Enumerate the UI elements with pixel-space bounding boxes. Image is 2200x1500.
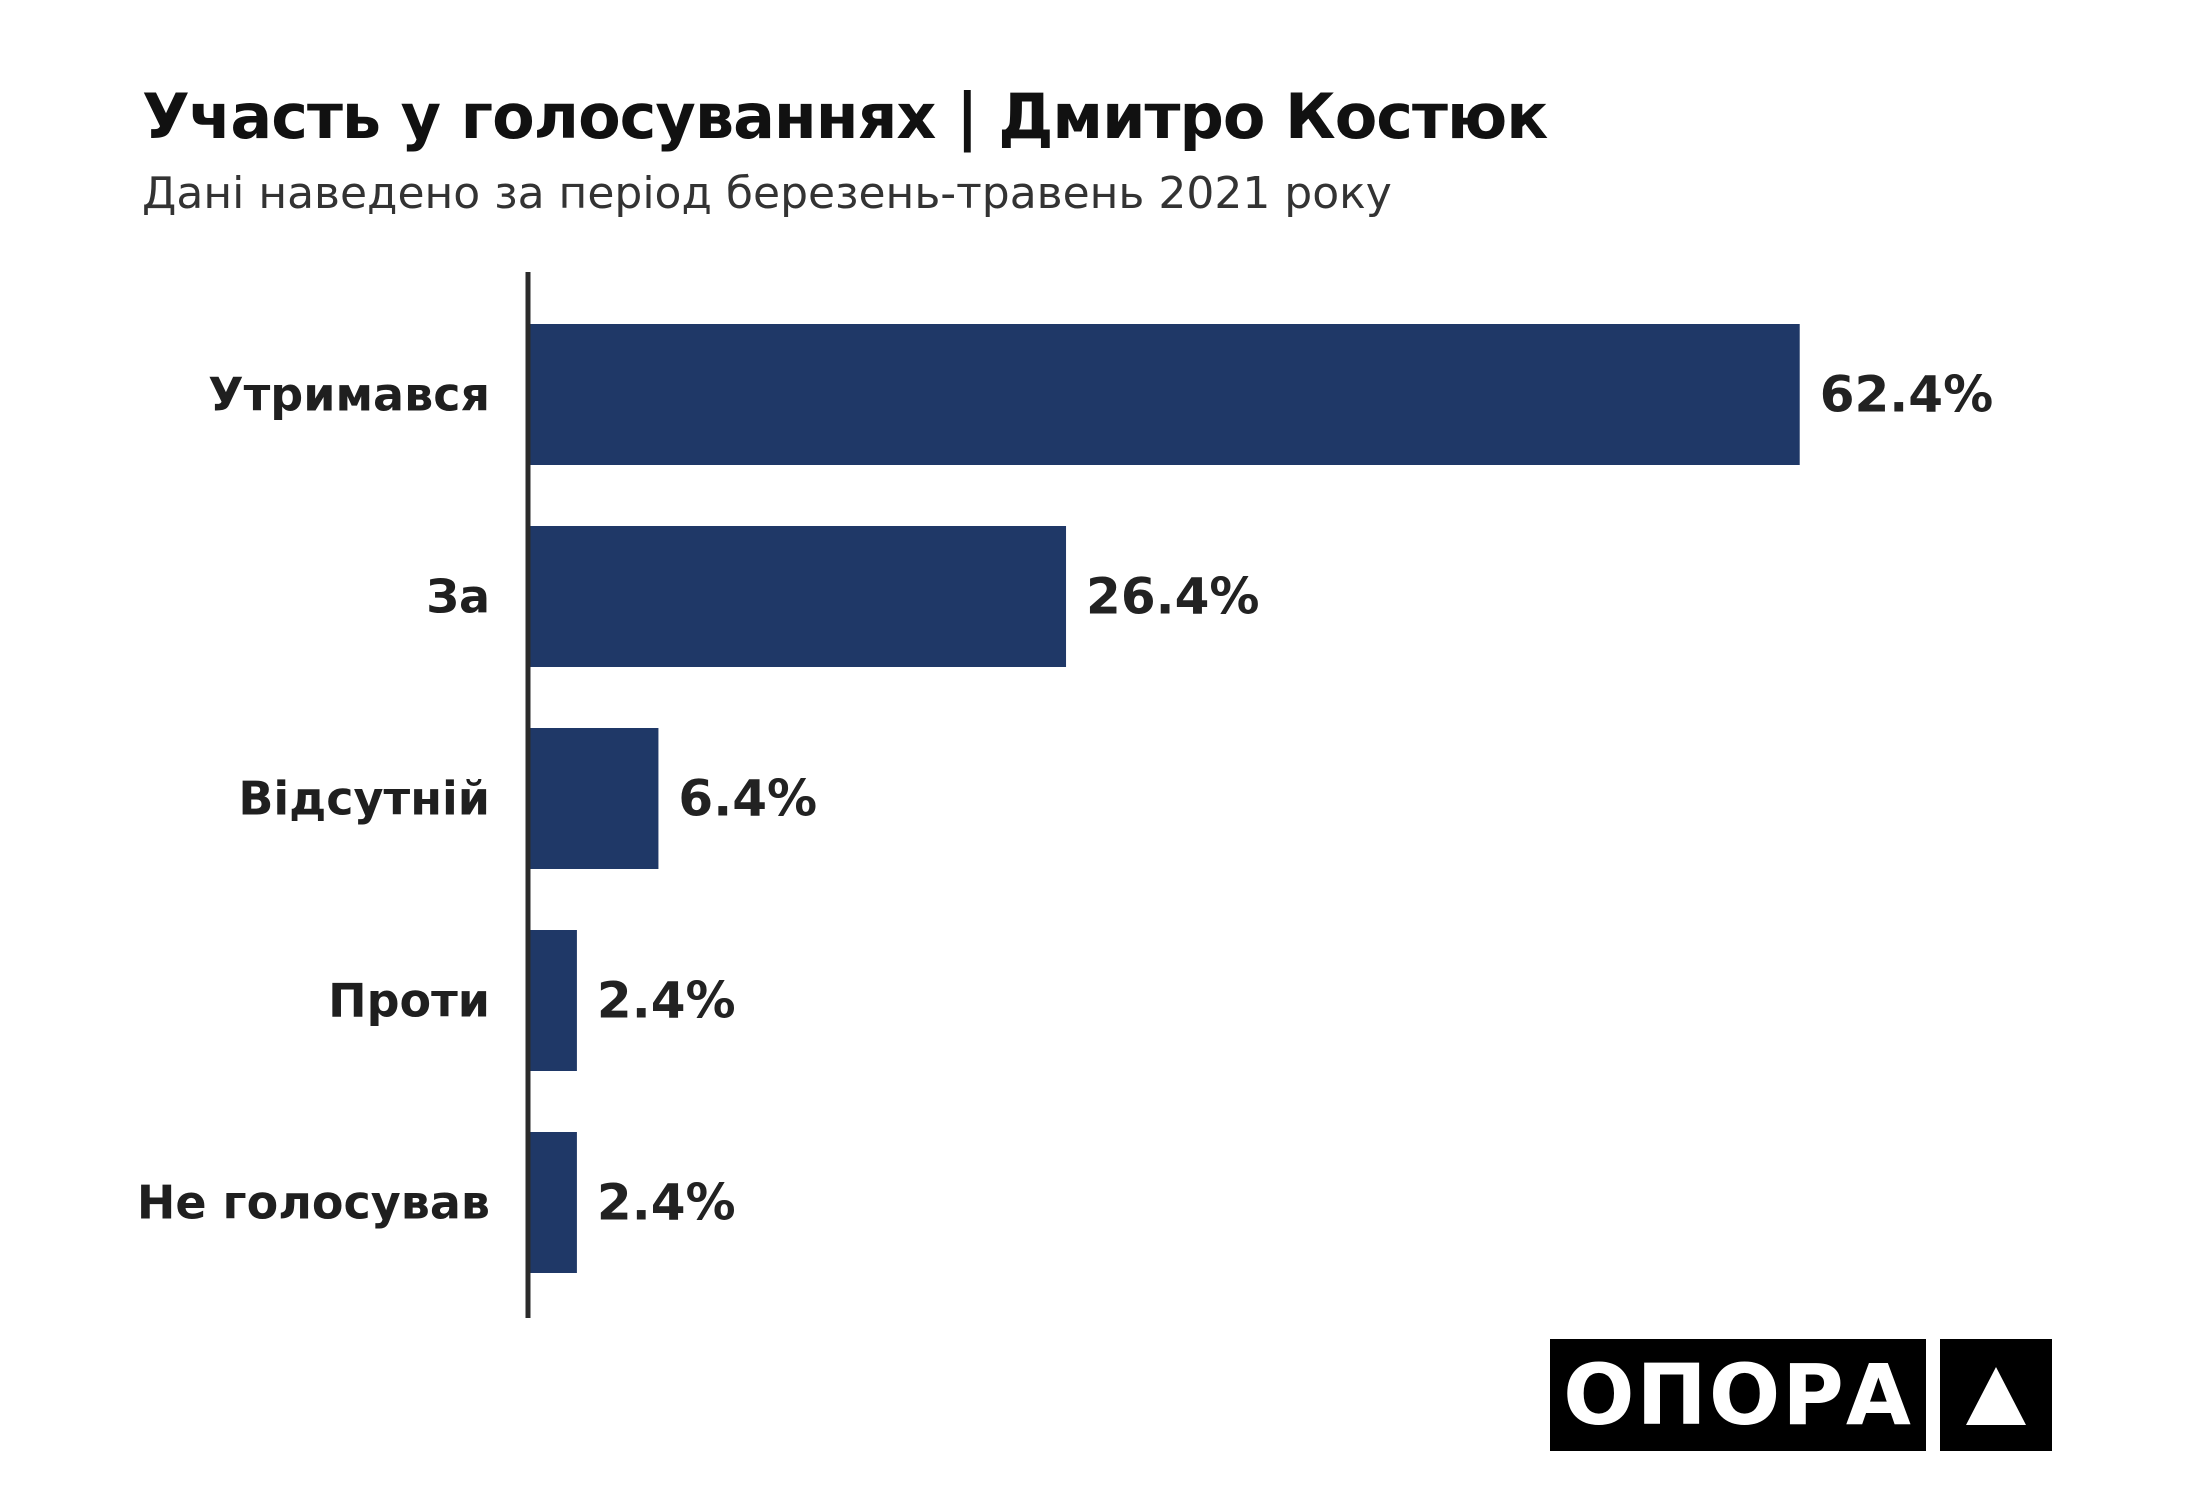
value-label: 2.4% [597, 972, 736, 1030]
bar [528, 324, 1800, 465]
bar [528, 1132, 577, 1273]
value-label: 6.4% [678, 770, 817, 828]
value-label: 2.4% [597, 1174, 736, 1232]
category-label: Утримався [208, 368, 490, 422]
bar [528, 526, 1067, 667]
bar [528, 728, 659, 869]
chart-title: Участь у голосуваннях | Дмитро Костюк [142, 80, 1548, 153]
category-label: За [426, 570, 490, 624]
opora-logo: ОПОРА [1550, 1339, 2052, 1451]
category-label: Не голосував [137, 1176, 490, 1230]
value-label: 26.4% [1086, 568, 1259, 626]
bar [528, 930, 577, 1071]
value-label: 62.4% [1820, 366, 1993, 424]
logo-wordmark: ОПОРА [1550, 1339, 1926, 1451]
chart-subtitle: Дані наведено за період березень-травень… [142, 168, 1392, 219]
bar-chart: Утримався 62.4% За 26.4% Відсутній 6.4% Проти 2… [137, 272, 1993, 1318]
triangle-up-icon [1940, 1339, 2052, 1451]
category-label: Проти [328, 974, 490, 1028]
category-label: Відсутній [238, 772, 490, 826]
